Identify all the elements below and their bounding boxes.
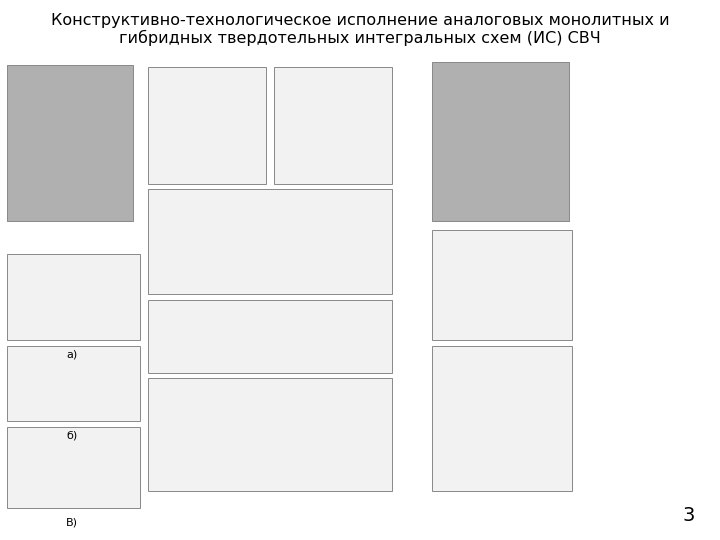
Bar xyxy=(7,346,140,421)
Bar xyxy=(7,254,140,340)
Text: гибридных твердотельных интегральных схем (ИС) СВЧ: гибридных твердотельных интегральных схе… xyxy=(119,30,601,46)
Text: 3: 3 xyxy=(683,506,695,525)
Text: В): В) xyxy=(66,517,78,528)
Bar xyxy=(7,65,133,221)
Text: а): а) xyxy=(66,350,78,360)
Bar xyxy=(432,62,569,221)
Bar xyxy=(148,378,392,491)
Bar xyxy=(148,68,266,184)
Bar xyxy=(432,346,572,491)
Text: Конструктивно-технологическое исполнение аналоговых монолитных и: Конструктивно-технологическое исполнение… xyxy=(50,14,670,29)
Text: б): б) xyxy=(66,431,78,441)
Bar xyxy=(432,230,572,340)
Bar xyxy=(7,427,140,508)
Bar xyxy=(148,189,392,294)
Bar xyxy=(274,68,392,184)
Bar xyxy=(148,300,392,373)
